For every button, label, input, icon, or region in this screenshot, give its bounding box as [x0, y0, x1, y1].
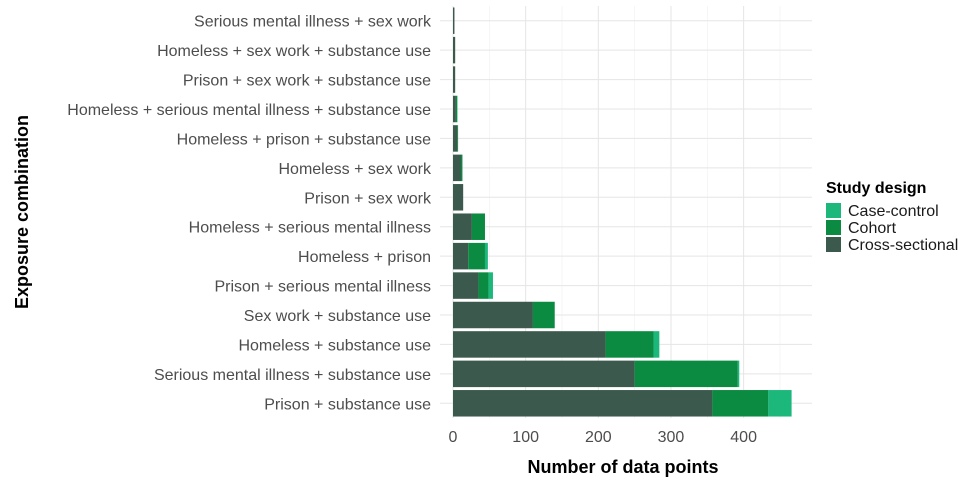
category-label: Homeless + substance use [238, 337, 431, 354]
bar-cross-sectional-homeless-prison [453, 242, 469, 270]
bar-cohort-prison-serious-mental-illness [478, 272, 489, 299]
x-tick-label: 300 [658, 429, 685, 446]
bar-cohort-prison-substance-use [712, 390, 769, 417]
x-tick-label: 100 [512, 429, 539, 446]
bar-cohort-homeless-substance-use [605, 331, 654, 358]
category-label: Prison + sex work [304, 190, 432, 207]
bar-cross-sectional-serious-mental-illness-sex-work [453, 7, 455, 34]
bar-case-control-serious-mental-illness-substance-use [737, 360, 740, 388]
x-tick-label: 200 [585, 429, 612, 446]
bar-cross-sectional-serious-mental-illness-substance-use [453, 360, 635, 388]
bar-cohort-homeless-prison [468, 242, 485, 270]
bar-cohort-sex-work-substance-use [532, 301, 555, 329]
category-label: Prison + substance use [264, 396, 431, 413]
legend: Study design Case-controlCohortCross-sec… [826, 180, 958, 254]
bar-cross-sectional-prison-serious-mental-illness [453, 272, 479, 299]
category-label: Serious mental illness + sex work [194, 14, 432, 31]
bar-cross-sectional-prison-sex-work-substance-use [453, 66, 456, 93]
bar-case-control-prison-substance-use [768, 390, 792, 417]
bar-cross-sectional-homeless-serious-mental-illness-substance-use [453, 95, 456, 123]
x-axis-title: Number of data points [527, 457, 718, 477]
category-label: Homeless + sex work + substance use [157, 43, 431, 60]
category-label: Homeless + prison + substance use [177, 131, 431, 148]
bar-cross-sectional-prison-sex-work [453, 184, 464, 211]
bar-cohort-homeless-serious-mental-illness [471, 213, 485, 240]
legend-swatch-case-control [826, 203, 841, 218]
bar-cross-sectional-homeless-substance-use [453, 331, 606, 358]
category-label: Prison + serious mental illness [214, 279, 431, 296]
bar-cross-sectional-sex-work-substance-use [453, 301, 533, 329]
legend-label-case-control: Case-control [848, 203, 939, 220]
category-label: Sex work + substance use [244, 308, 431, 325]
legend-swatch-cross-sectional [826, 237, 841, 252]
category-labels: Serious mental illness + sex work Homeles… [67, 14, 432, 414]
bar-cross-sectional-homeless-prison-substance-use [453, 125, 458, 152]
bar-case-control-homeless-substance-use [653, 331, 660, 358]
bar-case-control-homeless-prison [484, 242, 488, 270]
legend-label-cross-sectional: Cross-sectional [848, 237, 958, 254]
category-label: Prison + sex work + substance use [183, 73, 431, 90]
legend-label-cohort: Cohort [848, 220, 897, 237]
bar-cohort-homeless-sex-work [460, 154, 463, 182]
x-tick-labels: 0 100 200 300 400 [449, 429, 758, 446]
category-label: Homeless + sex work [279, 161, 432, 178]
bar-cohort-homeless-serious-mental-illness-substance-use [455, 95, 458, 123]
category-label: Homeless + serious mental illness + subs… [67, 102, 431, 119]
bar-cross-sectional-homeless-sex-work-substance-use [453, 36, 456, 64]
bar-case-control-prison-serious-mental-illness [488, 272, 493, 299]
bar-cohort-homeless-prison-substance-use [457, 125, 459, 152]
category-label: Homeless + prison [298, 249, 431, 266]
bar-cohort-serious-mental-illness-substance-use [634, 360, 738, 388]
bar-cross-sectional-homeless-sex-work [453, 154, 461, 182]
legend-swatch-cohort [826, 220, 841, 235]
legend-title: Study design [826, 180, 926, 197]
x-tick-label: 0 [449, 429, 458, 446]
x-tick-label: 400 [730, 429, 757, 446]
bars [453, 7, 792, 417]
category-label: Serious mental illness + substance use [154, 367, 431, 384]
bar-cross-sectional-prison-substance-use [453, 390, 713, 417]
bar-cross-sectional-homeless-serious-mental-illness [453, 213, 472, 240]
category-label: Homeless + serious mental illness [189, 220, 431, 237]
y-axis-title: Exposure combination [12, 115, 32, 309]
